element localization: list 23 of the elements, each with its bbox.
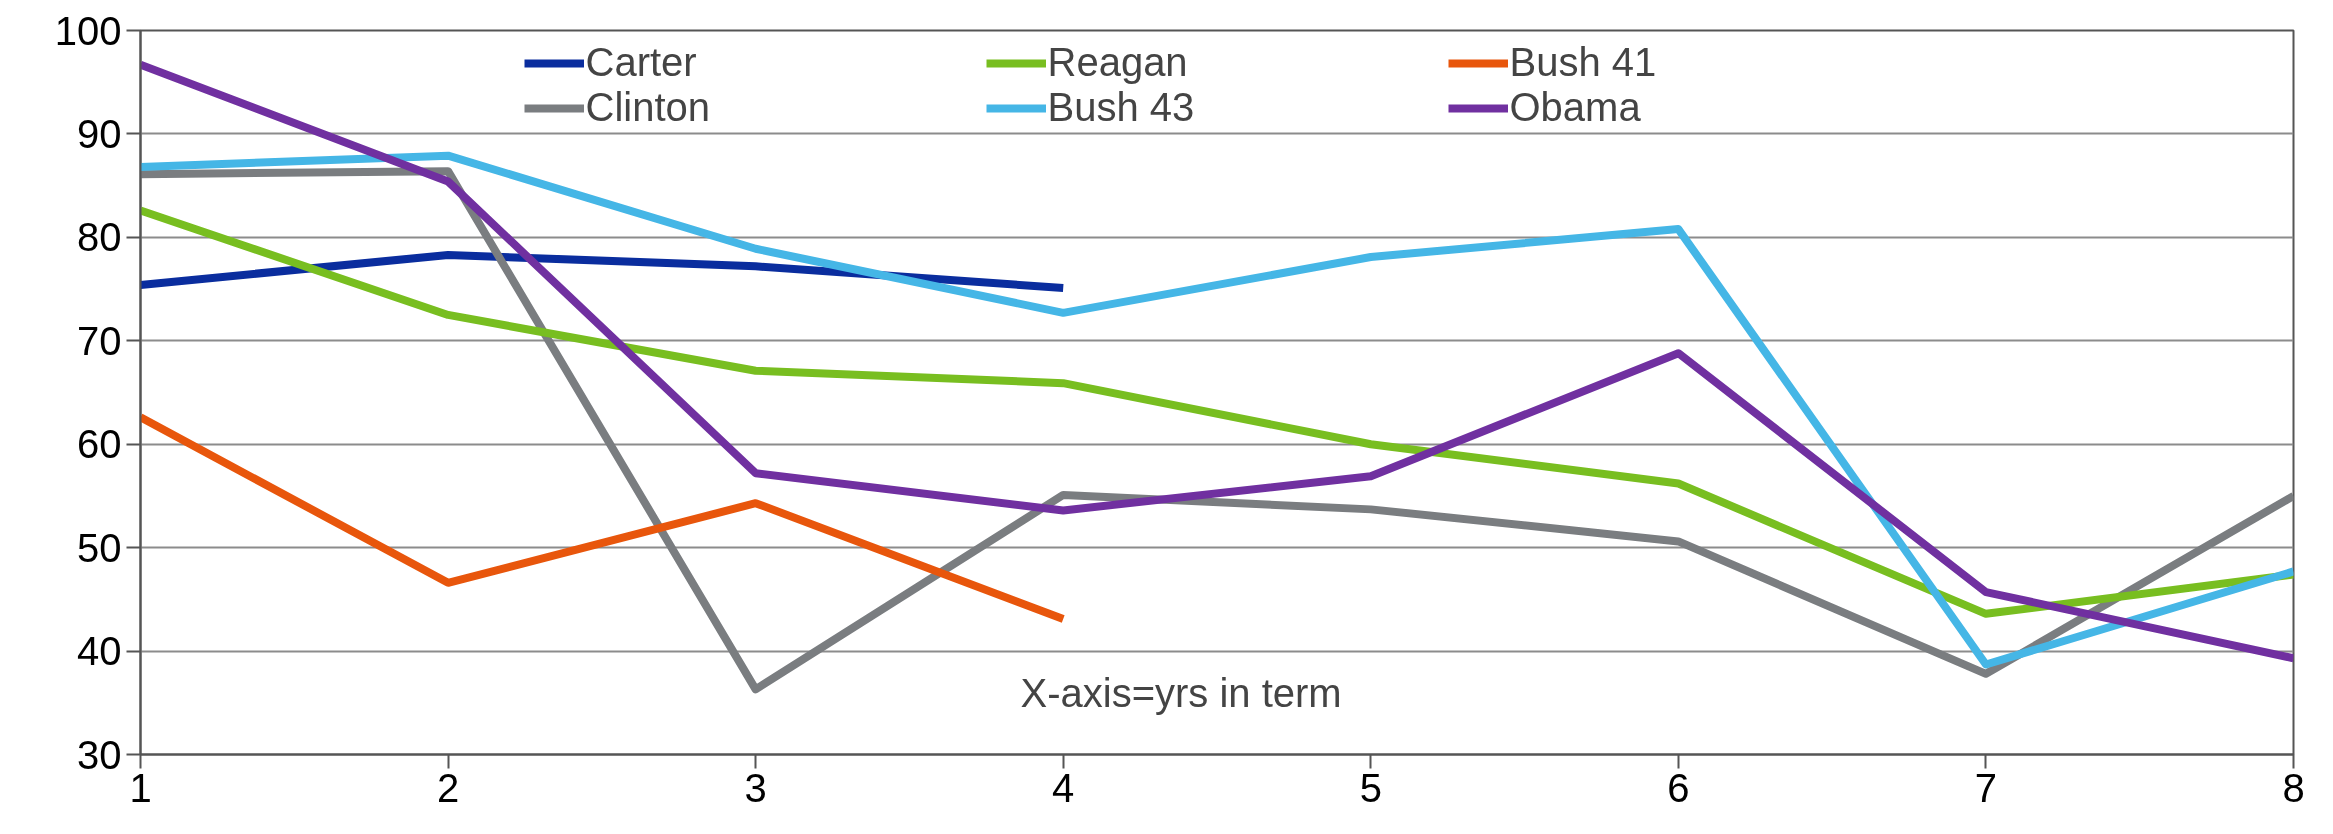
legend-label: Obama <box>1509 85 1642 130</box>
x-tick-label: 3 <box>744 765 767 810</box>
y-tick-label: 70 <box>77 318 122 363</box>
legend-label: Clinton <box>585 85 711 130</box>
annotation: X-axis=yrs in term <box>1020 670 1342 715</box>
x-tick-label: 6 <box>1667 765 1690 810</box>
y-tick-label: 50 <box>77 525 122 570</box>
x-tick-label: 7 <box>1974 765 1998 810</box>
y-tick-label: 80 <box>77 215 122 260</box>
y-tick-label: 100 <box>54 8 122 53</box>
legend-label: Carter <box>585 40 698 85</box>
x-tick-label: 4 <box>1052 765 1075 810</box>
y-tick-label: 90 <box>77 111 122 156</box>
y-tick-label: 40 <box>77 629 122 674</box>
legend-label: Reagan <box>1047 40 1189 85</box>
x-tick-label: 8 <box>2282 765 2305 810</box>
x-tick-label: 2 <box>436 765 460 810</box>
y-tick-label: 60 <box>77 422 122 467</box>
x-tick-label: 1 <box>129 765 152 810</box>
x-tick-label: 5 <box>1359 765 1382 810</box>
legend-label: Bush 41 <box>1509 40 1658 85</box>
legend-label: Bush 43 <box>1047 85 1196 130</box>
y-tick-label: 30 <box>77 732 122 777</box>
